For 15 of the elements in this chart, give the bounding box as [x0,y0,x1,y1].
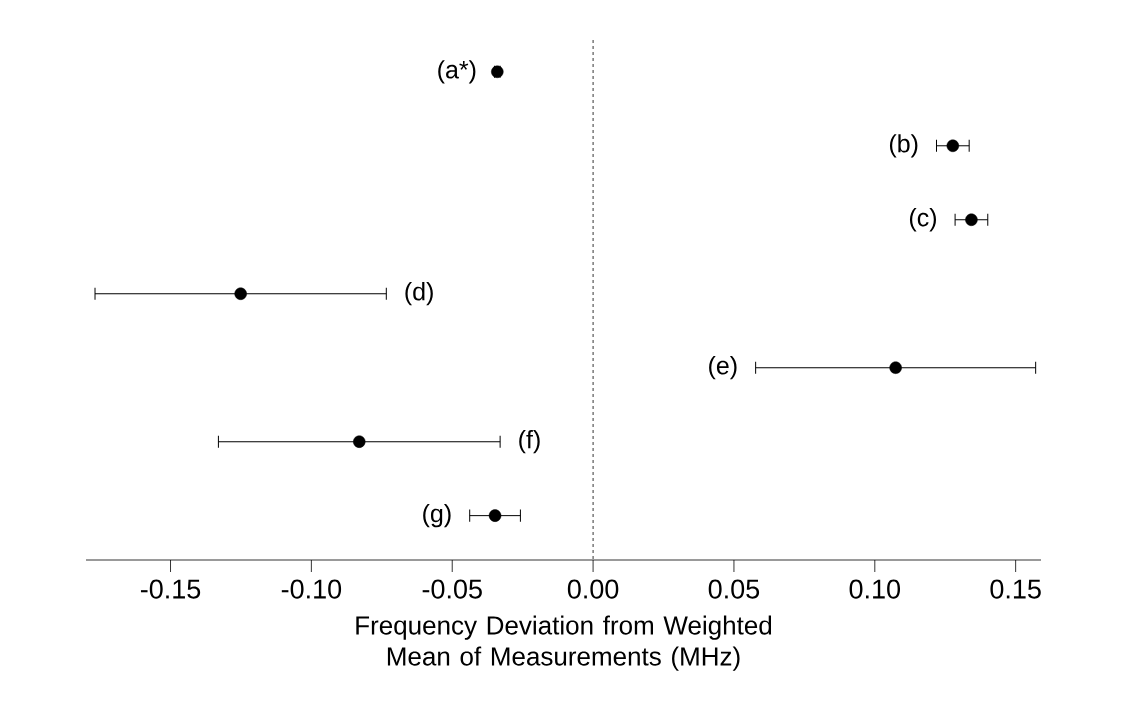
y-tick-label: (d) [405,282,433,306]
x-tick-label: 0.15 [990,579,1041,599]
y-tick-label: (b) [889,134,918,158]
x-tick-label: 0.10 [849,579,901,599]
x-tick-label: -0.15 [140,579,201,599]
y-tick-label: (g) [423,503,451,528]
y-tick-label: (f) [519,430,540,454]
x-axis-title: Frequency Deviation from Weighted Mean of Measurements (MHz) [356,615,772,671]
x-tick-label: -0.10 [281,579,342,599]
x-tick-label: 0.00 [567,579,619,599]
y-tick-label: (a*) [438,60,476,84]
x-tick-label: -0.05 [422,579,482,599]
y-tick-label: (e) [709,356,737,380]
y-tick-label: (c) [909,208,936,232]
x-tick-label: 0.05 [708,579,760,599]
